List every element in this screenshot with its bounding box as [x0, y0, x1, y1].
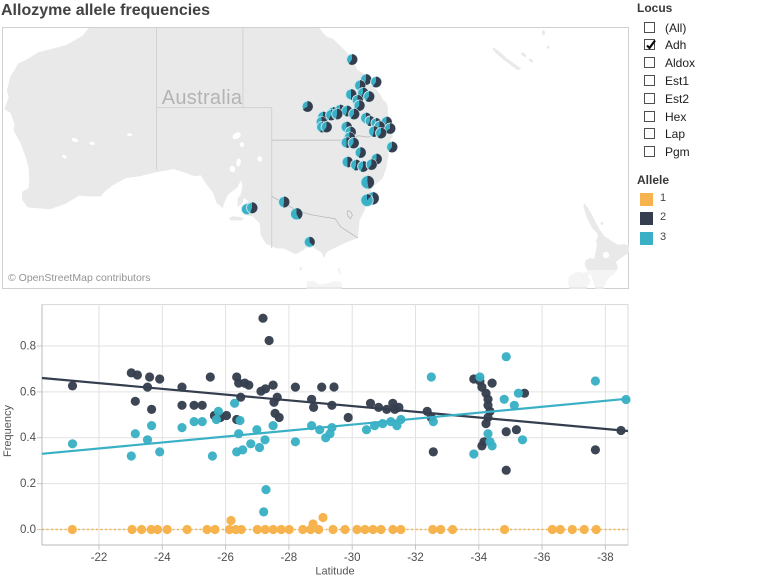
svg-text:-34: -34 — [470, 552, 487, 564]
svg-text:0.4: 0.4 — [20, 432, 37, 444]
svg-text:-36: -36 — [534, 552, 551, 564]
svg-text:0.0: 0.0 — [20, 524, 36, 536]
svg-text:Australia: Australia — [162, 87, 243, 109]
svg-text:Latitude: Latitude — [315, 566, 354, 578]
svg-text:-22: -22 — [91, 552, 108, 564]
svg-text:Frequency: Frequency — [2, 405, 14, 457]
svg-text:0.6: 0.6 — [20, 386, 36, 398]
svg-text:0.2: 0.2 — [20, 478, 36, 490]
svg-text:0.8: 0.8 — [20, 341, 36, 353]
svg-text:-24: -24 — [154, 552, 171, 564]
svg-text:-26: -26 — [217, 552, 234, 564]
svg-text:-32: -32 — [407, 552, 424, 564]
svg-text:-38: -38 — [597, 552, 614, 564]
svg-text:-28: -28 — [281, 552, 298, 564]
svg-text:-30: -30 — [344, 552, 361, 564]
